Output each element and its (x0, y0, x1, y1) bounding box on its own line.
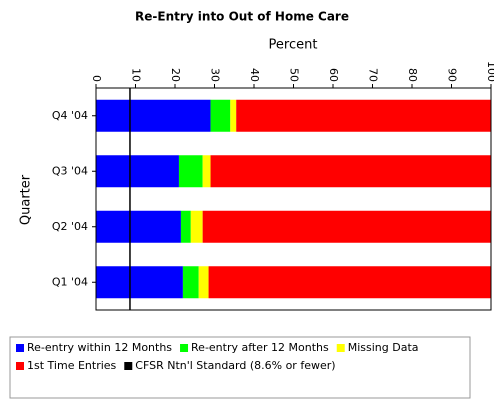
x-tick-label: 0 (90, 75, 103, 82)
x-tick-label: 90 (446, 68, 459, 82)
bar-segment (96, 99, 211, 132)
bar-segment (96, 210, 181, 243)
x-tick-label: 70 (367, 68, 380, 82)
legend-swatch (336, 344, 345, 352)
legend-swatch (180, 344, 189, 352)
legend-swatch (124, 362, 133, 370)
bar-segment (202, 210, 491, 243)
x-tick-label: 50 (288, 68, 301, 82)
bar-segment (182, 266, 199, 299)
legend-swatch (16, 344, 24, 352)
bar-segment (96, 266, 183, 299)
x-axis-label: Percent (269, 38, 318, 53)
x-tick-label: 80 (406, 68, 419, 82)
y-tick-label: Q1 '04 (52, 275, 88, 288)
y-tick-label: Q4 '04 (52, 109, 88, 122)
legend-label: Re-entry within 12 Months (27, 341, 172, 354)
bar-segment (210, 155, 492, 188)
bar-segment (198, 266, 209, 299)
x-tick-label: 60 (327, 68, 340, 82)
bar-segment (210, 99, 231, 132)
bar-segment (230, 99, 237, 132)
y-tick-label: Q2 '04 (52, 220, 88, 233)
x-tick-label: 10 (130, 68, 143, 82)
y-axis-label: Quarter (19, 174, 34, 225)
legend-label: CFSR Ntn'l Standard (8.6% or fewer) (135, 359, 335, 372)
bar-segment (208, 266, 491, 299)
bar-segment (202, 155, 211, 188)
legend-label: Missing Data (348, 341, 419, 354)
x-tick-label: 20 (169, 68, 182, 82)
legend-label: Re-entry after 12 Months (191, 341, 329, 354)
bar-segment (180, 210, 191, 243)
bar-segment (178, 155, 203, 188)
x-tick-label: 100 (485, 61, 494, 82)
x-tick-label: 40 (248, 68, 261, 82)
plot-frame (95, 87, 492, 311)
legend-box (9, 336, 471, 399)
y-tick-label: Q3 '04 (52, 164, 88, 177)
bar-segment (190, 210, 203, 243)
x-tick-label: 30 (209, 68, 222, 82)
bar-segment (236, 99, 491, 132)
legend-label: 1st Time Entries (27, 359, 117, 372)
legend-swatch (16, 362, 24, 370)
bar-segment (96, 155, 179, 188)
chart-title: Re-Entry into Out of Home Care (135, 10, 349, 24)
